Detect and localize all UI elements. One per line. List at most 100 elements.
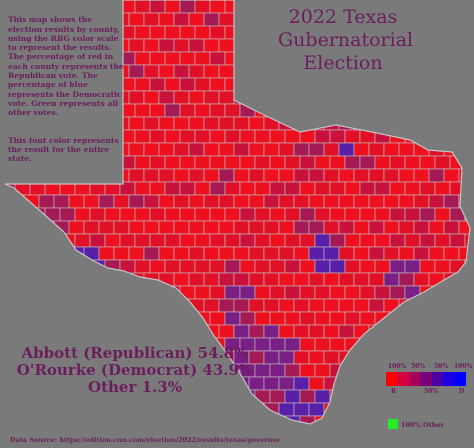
county bbox=[113, 324, 130, 339]
legend-swatch-0 bbox=[386, 372, 398, 386]
county bbox=[143, 90, 160, 105]
county bbox=[263, 220, 280, 235]
county bbox=[338, 402, 355, 417]
county bbox=[143, 168, 160, 183]
county bbox=[68, 298, 85, 313]
county bbox=[398, 116, 415, 131]
county bbox=[254, 155, 271, 170]
county bbox=[134, 259, 151, 274]
county bbox=[269, 389, 286, 404]
county bbox=[149, 311, 166, 326]
county bbox=[308, 194, 325, 209]
county bbox=[5, 259, 16, 274]
county bbox=[278, 142, 295, 157]
county bbox=[458, 324, 470, 339]
county bbox=[398, 272, 415, 287]
county bbox=[164, 181, 181, 196]
county bbox=[218, 298, 235, 313]
county bbox=[194, 129, 211, 144]
county bbox=[38, 220, 55, 235]
county bbox=[263, 376, 280, 391]
county bbox=[374, 389, 391, 404]
county bbox=[428, 64, 445, 79]
county bbox=[128, 38, 145, 53]
county bbox=[314, 155, 331, 170]
county bbox=[458, 194, 470, 209]
county bbox=[179, 77, 196, 92]
county bbox=[389, 259, 406, 274]
county bbox=[23, 194, 40, 209]
county bbox=[188, 90, 205, 105]
county bbox=[68, 402, 85, 417]
county bbox=[233, 168, 250, 183]
county bbox=[314, 259, 331, 274]
county bbox=[278, 324, 295, 339]
county bbox=[98, 324, 115, 339]
county bbox=[233, 142, 250, 157]
county bbox=[323, 376, 340, 391]
county bbox=[308, 350, 325, 365]
county bbox=[203, 168, 220, 183]
county bbox=[368, 194, 385, 209]
county bbox=[359, 103, 376, 118]
county bbox=[353, 116, 370, 131]
county bbox=[443, 12, 460, 27]
county bbox=[314, 285, 331, 300]
county bbox=[143, 142, 160, 157]
county bbox=[164, 311, 181, 326]
county bbox=[458, 220, 470, 235]
county bbox=[383, 90, 400, 105]
map-title: 2022 Texas Gubernatorial Election bbox=[278, 6, 413, 75]
county bbox=[104, 285, 121, 300]
county bbox=[293, 168, 310, 183]
county bbox=[449, 129, 466, 144]
county bbox=[224, 181, 241, 196]
county bbox=[218, 194, 235, 209]
result-abbott: Abbott (Republican) 54.8% bbox=[21, 344, 249, 362]
county bbox=[173, 324, 190, 339]
county bbox=[224, 233, 241, 248]
county bbox=[143, 64, 160, 79]
county bbox=[374, 259, 391, 274]
county bbox=[389, 103, 406, 118]
county bbox=[434, 25, 451, 40]
county bbox=[179, 259, 196, 274]
county bbox=[383, 116, 400, 131]
county bbox=[14, 285, 31, 300]
county bbox=[173, 142, 190, 157]
county bbox=[293, 350, 310, 365]
county bbox=[464, 337, 470, 352]
county bbox=[173, 220, 190, 235]
county bbox=[444, 429, 459, 442]
county bbox=[158, 402, 175, 417]
county bbox=[359, 311, 376, 326]
county bbox=[53, 220, 70, 235]
county bbox=[164, 207, 181, 222]
county bbox=[263, 402, 280, 417]
county bbox=[164, 129, 181, 144]
county bbox=[389, 77, 406, 92]
county bbox=[68, 324, 85, 339]
county bbox=[368, 246, 385, 261]
county bbox=[134, 129, 151, 144]
county bbox=[194, 415, 211, 424]
county bbox=[233, 402, 250, 417]
county bbox=[299, 259, 316, 274]
county bbox=[239, 311, 256, 326]
county bbox=[5, 311, 16, 326]
county bbox=[374, 285, 391, 300]
county bbox=[248, 402, 265, 417]
county bbox=[209, 77, 226, 92]
county bbox=[239, 233, 256, 248]
county bbox=[218, 12, 235, 27]
county bbox=[299, 103, 316, 118]
county bbox=[5, 350, 10, 365]
county bbox=[338, 194, 355, 209]
county bbox=[368, 298, 385, 313]
county bbox=[134, 103, 151, 118]
county bbox=[284, 207, 301, 222]
county bbox=[203, 194, 220, 209]
county bbox=[224, 25, 241, 40]
county bbox=[323, 116, 340, 131]
county bbox=[389, 285, 406, 300]
